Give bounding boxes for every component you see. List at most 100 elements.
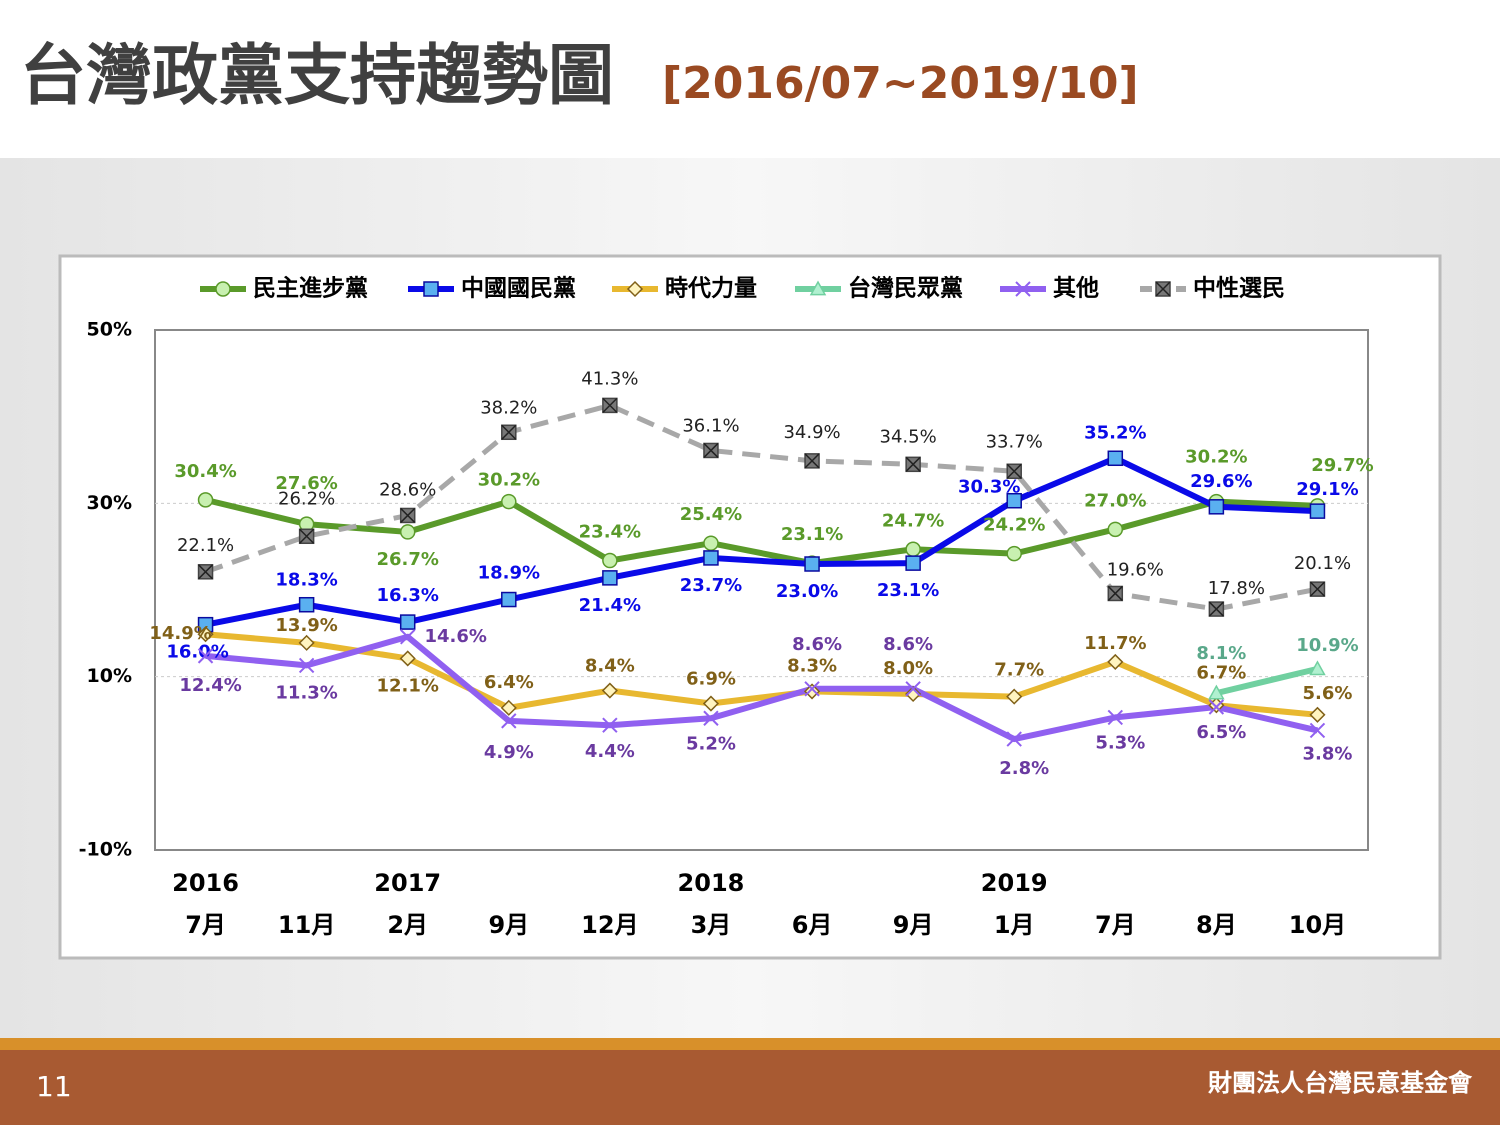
data-label: 8.4% bbox=[585, 656, 635, 677]
chart-frame bbox=[58, 254, 1442, 960]
marker bbox=[703, 710, 719, 726]
legend-label: 其他 bbox=[1053, 276, 1099, 302]
data-label: 6.9% bbox=[686, 669, 736, 690]
data-label: 29.1% bbox=[1296, 479, 1358, 500]
marker bbox=[602, 717, 618, 733]
data-label: 21.4% bbox=[579, 595, 641, 616]
y-tick-label: 50% bbox=[87, 319, 132, 341]
data-label: 8.0% bbox=[883, 658, 933, 679]
marker bbox=[703, 550, 719, 566]
marker-cross bbox=[1155, 281, 1171, 297]
marker bbox=[1208, 684, 1225, 700]
series-line bbox=[205, 631, 1318, 718]
footer-bg bbox=[0, 1050, 1500, 1125]
data-label: 6.7% bbox=[1196, 662, 1246, 683]
data-label: 16.3% bbox=[376, 585, 438, 606]
marker bbox=[601, 682, 618, 699]
legend-label: 中性選民 bbox=[1193, 276, 1285, 302]
legend-label: 台灣民眾黨 bbox=[848, 275, 963, 302]
data-label: 5.3% bbox=[1095, 732, 1145, 753]
x-tick-label: 1月 bbox=[994, 911, 1035, 939]
marker bbox=[1309, 660, 1326, 676]
marker bbox=[1309, 503, 1326, 519]
data-label: 3.8% bbox=[1302, 743, 1352, 764]
marker bbox=[1006, 545, 1022, 562]
marker bbox=[1309, 706, 1326, 723]
marker-cross bbox=[1309, 581, 1325, 597]
data-label: 4.9% bbox=[484, 742, 534, 763]
data-label: 18.9% bbox=[478, 563, 540, 584]
data-label: 28.6% bbox=[379, 479, 436, 500]
x-tick-label: 9月 bbox=[893, 911, 934, 939]
x-tick-label: 3月 bbox=[691, 911, 732, 939]
data-label: 34.5% bbox=[880, 426, 937, 447]
marker bbox=[1107, 709, 1123, 726]
marker bbox=[905, 555, 921, 571]
marker bbox=[1006, 688, 1023, 705]
marker bbox=[804, 556, 820, 572]
data-label: 4.4% bbox=[585, 741, 635, 762]
marker bbox=[298, 596, 315, 613]
data-label: 27.0% bbox=[1084, 490, 1146, 511]
data-label: 14.9% bbox=[149, 623, 211, 644]
data-label: 26.7% bbox=[376, 549, 438, 570]
data-label: 20.1% bbox=[1294, 553, 1351, 574]
data-label: 19.6% bbox=[1107, 559, 1164, 580]
y-tick-label: 30% bbox=[87, 492, 132, 514]
marker-cross bbox=[198, 564, 214, 580]
data-label: 23.4% bbox=[579, 522, 641, 543]
marker bbox=[905, 681, 921, 697]
marker-cross bbox=[905, 456, 921, 472]
marker bbox=[809, 280, 827, 296]
marker bbox=[399, 650, 416, 667]
marker-cross bbox=[1006, 463, 1022, 479]
marker-cross bbox=[1107, 585, 1123, 601]
data-label: 17.8% bbox=[1208, 578, 1265, 599]
data-label: 30.2% bbox=[1185, 447, 1247, 468]
data-label: 41.3% bbox=[581, 368, 638, 389]
marker-cross bbox=[400, 507, 416, 523]
data-label: 5.2% bbox=[686, 733, 736, 754]
marker bbox=[400, 629, 416, 645]
data-label: 11.3% bbox=[275, 682, 337, 703]
marker bbox=[702, 695, 720, 712]
marker bbox=[602, 552, 618, 569]
data-label: 12.4% bbox=[179, 675, 241, 696]
x-tick-label: 10月 bbox=[1289, 911, 1346, 939]
marker bbox=[500, 699, 517, 716]
legend-label: 時代力量 bbox=[665, 276, 757, 302]
marker bbox=[197, 492, 214, 508]
marker-cross bbox=[602, 397, 618, 413]
marker bbox=[197, 626, 214, 643]
marker bbox=[197, 648, 214, 664]
data-label: 29.7% bbox=[1311, 455, 1373, 476]
data-label: 25.4% bbox=[680, 504, 742, 525]
data-label: 23.0% bbox=[776, 581, 838, 602]
x-tick-label: 6月 bbox=[792, 911, 833, 939]
marker bbox=[905, 541, 921, 558]
data-label: 14.6% bbox=[424, 626, 486, 647]
marker bbox=[501, 713, 517, 729]
data-label: 8.6% bbox=[792, 634, 842, 655]
data-label: 30.4% bbox=[174, 461, 236, 482]
data-label: 12.1% bbox=[376, 675, 438, 696]
marker-cross bbox=[299, 528, 315, 544]
marker bbox=[1107, 521, 1124, 538]
data-label: 22.1% bbox=[177, 535, 234, 556]
marker bbox=[501, 591, 517, 608]
marker bbox=[298, 657, 315, 674]
x-year-label: 2016 bbox=[172, 869, 239, 897]
data-label: 24.7% bbox=[882, 510, 944, 531]
marker bbox=[298, 634, 315, 651]
data-label: 13.9% bbox=[275, 615, 337, 636]
marker bbox=[1208, 699, 1225, 715]
plot-area bbox=[154, 329, 1369, 851]
x-tick-label: 8月 bbox=[1196, 911, 1237, 939]
x-tick-label: 2月 bbox=[387, 911, 428, 939]
data-label: 8.1% bbox=[1196, 643, 1246, 664]
data-label: 26.2% bbox=[278, 488, 335, 509]
legend-label: 中國國民黨 bbox=[461, 276, 576, 302]
marker-cross bbox=[703, 442, 719, 458]
org-name: 財團法人台灣民意基金會 bbox=[1208, 1069, 1473, 1097]
